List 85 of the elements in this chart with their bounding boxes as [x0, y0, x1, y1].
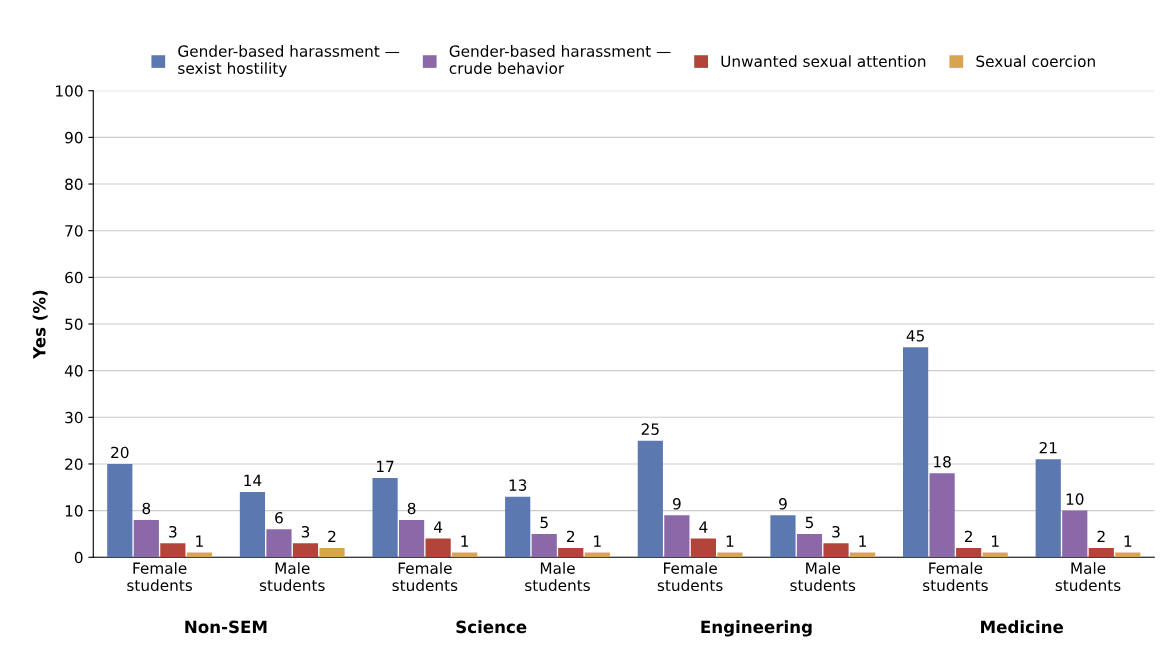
- x-tick-label: Female students: [923, 562, 988, 592]
- bar: [796, 533, 823, 558]
- data-label: 17: [377, 460, 394, 473]
- data-label: 2: [328, 530, 336, 542]
- y-tick-label: 10: [65, 505, 83, 517]
- data-label: 1: [1124, 535, 1132, 547]
- data-label: 10: [1066, 493, 1084, 505]
- x-tick-label: Male students: [1055, 562, 1121, 592]
- bar: [399, 519, 425, 558]
- text: Engineering: [701, 620, 812, 637]
- y-tick-label: 0: [74, 551, 83, 564]
- bar: [1088, 547, 1114, 558]
- bar: [956, 547, 982, 558]
- data-label: 3: [301, 525, 310, 538]
- y-tick-label: 60: [65, 271, 83, 284]
- legend-label: Sexual coercion: [976, 55, 1095, 68]
- x-tick-label: Female students: [392, 562, 458, 592]
- data-label: 2: [567, 530, 575, 542]
- bar: [107, 463, 133, 558]
- data-label: 18: [934, 456, 951, 468]
- bar: [266, 529, 292, 558]
- x-tick-label: Male students: [525, 562, 590, 592]
- data-label: 5: [805, 516, 814, 529]
- data-label: 9: [672, 498, 681, 510]
- legend-label: Unwanted sexual attention: [721, 55, 926, 68]
- y-tick-label: 70: [65, 225, 83, 237]
- bar: [1062, 510, 1088, 558]
- y-tick-label: 50: [65, 318, 83, 331]
- data-label: 45: [906, 330, 924, 342]
- data-label: 1: [594, 535, 601, 547]
- bar: [903, 347, 929, 558]
- data-label: 8: [407, 502, 416, 515]
- legend-label: Gender-based harassment — sexist hostility: [178, 45, 400, 77]
- data-label: 13: [509, 479, 527, 491]
- bar: [319, 547, 345, 558]
- bar: [160, 543, 186, 558]
- bar: [425, 538, 451, 558]
- y-tick-label: 30: [65, 411, 83, 424]
- data-label: 4: [699, 521, 708, 533]
- text: Science: [456, 620, 527, 634]
- data-label: 9: [779, 498, 787, 510]
- data-label: 21: [1039, 442, 1057, 454]
- data-label: 3: [832, 525, 840, 538]
- data-label: 1: [461, 535, 469, 547]
- bar: [558, 547, 584, 558]
- data-label: 6: [275, 511, 283, 524]
- y-tick-label: 40: [64, 365, 83, 377]
- data-label: 20: [111, 446, 129, 459]
- bar: [239, 491, 266, 558]
- data-label: 5: [540, 516, 548, 529]
- bar: [1035, 459, 1061, 558]
- data-label: 2: [964, 530, 972, 542]
- x-tick-label: Male students: [259, 562, 325, 592]
- data-label: 8: [142, 502, 151, 515]
- bar: [531, 533, 557, 558]
- data-label: 1: [992, 535, 999, 547]
- bar: [292, 543, 319, 558]
- y-tick-label: 80: [65, 178, 83, 191]
- y-tick-label: 20: [65, 458, 83, 470]
- y-tick-label: 90: [65, 131, 83, 144]
- y-tick-label: 100: [56, 85, 83, 97]
- bar: [372, 477, 398, 558]
- data-label: 1: [726, 535, 734, 547]
- bar: [505, 496, 531, 558]
- data-label: 2: [1097, 530, 1105, 542]
- data-label: 4: [434, 521, 443, 533]
- x-tick-label: Male students: [790, 562, 856, 592]
- bar: [637, 440, 663, 558]
- bar: [929, 473, 955, 558]
- bar: [133, 519, 159, 558]
- bar: [664, 515, 690, 558]
- data-label: 25: [641, 423, 659, 435]
- legend-label: Gender-based harassment — crude behavior: [449, 45, 671, 75]
- x-tick-label: Female students: [127, 562, 193, 592]
- bar: [823, 543, 849, 558]
- x-tick-label: Female students: [657, 562, 723, 592]
- y-axis-title: Yes (%): [32, 290, 48, 359]
- data-label: 14: [244, 474, 262, 487]
- data-label: 1: [859, 535, 866, 547]
- bar: [770, 515, 796, 558]
- text: Medicine: [981, 620, 1064, 634]
- data-label: 3: [169, 525, 177, 538]
- text: Non-SEM: [185, 620, 267, 634]
- data-label: 1: [196, 535, 203, 547]
- bar: [690, 538, 716, 558]
